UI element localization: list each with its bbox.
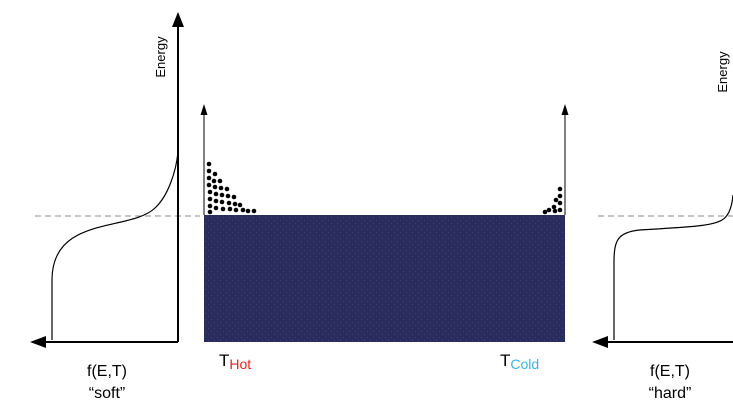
- cold-electrons: [542, 186, 563, 215]
- cold-energy-arrowhead: [561, 104, 569, 115]
- left-energy-label: Energy: [153, 36, 168, 78]
- left-fermi-dirac-curve: [51, 151, 179, 340]
- middle-panel: THot TCold: [200, 104, 569, 372]
- t-hot-subscript: Hot: [229, 356, 251, 372]
- t-cold-label: TCold: [500, 351, 539, 372]
- right-panel: Energy f(E,T) “hard”: [592, 51, 733, 402]
- left-energy-arrowhead: [172, 12, 184, 27]
- left-panel: Energy f(E,T) “soft”: [30, 12, 184, 402]
- right-f-arrowhead: [592, 336, 608, 348]
- left-function-label: f(E,T): [87, 363, 127, 380]
- t-cold-base: T: [500, 351, 510, 370]
- t-cold-subscript: Cold: [510, 356, 539, 372]
- hot-energy-arrowhead: [200, 104, 208, 115]
- left-caption: “soft”: [89, 385, 125, 402]
- left-f-arrowhead: [30, 336, 46, 348]
- right-function-label: f(E,T): [650, 363, 690, 380]
- t-hot-base: T: [219, 351, 229, 370]
- filled-states-texture: [204, 215, 565, 342]
- t-hot-label: THot: [219, 351, 251, 372]
- right-fermi-dirac-curve: [613, 194, 733, 340]
- hot-electrons: [206, 161, 257, 215]
- right-caption: “hard”: [649, 385, 692, 402]
- right-energy-label: Energy: [715, 51, 730, 93]
